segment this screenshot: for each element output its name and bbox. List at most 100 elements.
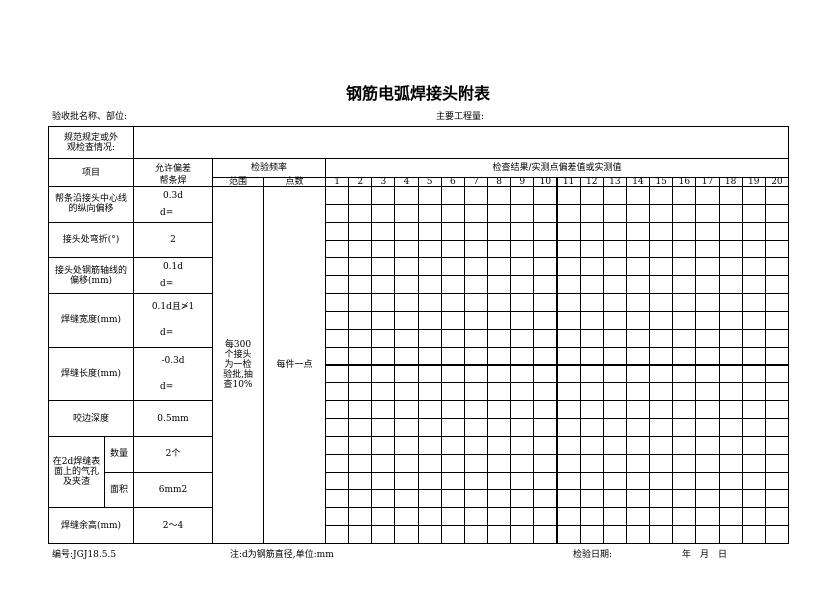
result-cell[interactable] <box>695 453 720 473</box>
result-cell[interactable] <box>695 507 720 527</box>
result-cell[interactable] <box>510 364 535 384</box>
result-cell[interactable] <box>764 507 789 527</box>
result-cell[interactable] <box>625 275 651 295</box>
result-cell[interactable] <box>417 453 442 473</box>
result-cell[interactable] <box>695 221 720 241</box>
result-cell[interactable] <box>602 203 627 223</box>
result-cell[interactable] <box>602 507 627 527</box>
result-cell[interactable] <box>695 186 720 205</box>
result-cell[interactable] <box>741 471 766 491</box>
result-cell[interactable] <box>394 489 419 509</box>
result-cell[interactable] <box>625 346 651 366</box>
result-cell[interactable] <box>764 435 789 455</box>
result-cell[interactable] <box>695 382 720 402</box>
result-cell[interactable] <box>348 471 373 491</box>
result-cell[interactable] <box>417 382 442 402</box>
result-cell[interactable] <box>371 293 396 312</box>
result-cell[interactable] <box>556 257 581 277</box>
result-cell[interactable] <box>325 239 350 259</box>
result-cell[interactable] <box>417 525 442 544</box>
result-cell[interactable] <box>579 435 604 455</box>
result-cell[interactable] <box>602 400 627 420</box>
result-cell[interactable] <box>741 364 766 384</box>
result-cell[interactable] <box>487 471 512 491</box>
result-cell[interactable] <box>764 453 789 473</box>
result-cell[interactable] <box>394 310 419 330</box>
result-cell[interactable] <box>440 257 465 277</box>
result-cell[interactable] <box>672 221 697 241</box>
result-cell[interactable] <box>556 471 581 491</box>
result-cell[interactable] <box>764 346 789 366</box>
result-cell[interactable] <box>741 221 766 241</box>
result-cell[interactable] <box>371 310 396 330</box>
result-cell[interactable] <box>695 489 720 509</box>
result-cell[interactable] <box>533 275 558 295</box>
result-cell[interactable] <box>672 525 697 544</box>
result-cell[interactable] <box>510 310 535 330</box>
result-cell[interactable] <box>325 525 350 544</box>
result-cell[interactable] <box>672 435 697 455</box>
result-cell[interactable] <box>718 525 743 544</box>
diameter-field[interactable]: d= <box>160 208 174 219</box>
result-cell[interactable] <box>602 275 627 295</box>
result-cell[interactable] <box>649 435 674 455</box>
result-cell[interactable] <box>741 507 766 527</box>
result-cell[interactable] <box>510 257 535 277</box>
result-cell[interactable] <box>463 382 489 402</box>
result-cell[interactable] <box>741 203 766 223</box>
result-cell[interactable] <box>579 346 604 366</box>
result-cell[interactable] <box>695 418 720 437</box>
result-cell[interactable] <box>649 382 674 402</box>
result-cell[interactable] <box>394 293 419 312</box>
result-cell[interactable] <box>417 471 442 491</box>
result-cell[interactable] <box>463 203 489 223</box>
result-cell[interactable] <box>718 489 743 509</box>
result-cell[interactable] <box>695 471 720 491</box>
result-cell[interactable] <box>348 382 373 402</box>
result-cell[interactable] <box>764 275 789 295</box>
result-cell[interactable] <box>579 186 604 205</box>
result-cell[interactable] <box>348 275 373 295</box>
result-cell[interactable] <box>718 453 743 473</box>
result-cell[interactable] <box>371 382 396 402</box>
result-cell[interactable] <box>371 257 396 277</box>
result-cell[interactable] <box>325 310 350 330</box>
result-cell[interactable] <box>533 507 558 527</box>
result-cell[interactable] <box>556 382 581 402</box>
result-cell[interactable] <box>394 382 419 402</box>
result-cell[interactable] <box>695 525 720 544</box>
result-cell[interactable] <box>672 471 697 491</box>
result-cell[interactable] <box>348 203 373 223</box>
result-cell[interactable] <box>649 453 674 473</box>
result-cell[interactable] <box>695 275 720 295</box>
result-cell[interactable] <box>533 489 558 509</box>
result-cell[interactable] <box>649 186 674 205</box>
result-cell[interactable] <box>510 525 535 544</box>
result-cell[interactable] <box>649 489 674 509</box>
result-cell[interactable] <box>487 507 512 527</box>
result-cell[interactable] <box>487 221 512 241</box>
result-cell[interactable] <box>463 418 489 437</box>
result-cell[interactable] <box>440 471 465 491</box>
result-cell[interactable] <box>741 435 766 455</box>
result-cell[interactable] <box>440 418 465 437</box>
result-cell[interactable] <box>625 453 651 473</box>
result-cell[interactable] <box>348 364 373 384</box>
diameter-field[interactable]: d= <box>160 382 174 393</box>
result-cell[interactable] <box>440 489 465 509</box>
result-cell[interactable] <box>348 186 373 205</box>
result-cell[interactable] <box>440 293 465 312</box>
result-cell[interactable] <box>487 435 512 455</box>
result-cell[interactable] <box>348 400 373 420</box>
result-cell[interactable] <box>718 275 743 295</box>
diameter-field[interactable]: d= <box>160 328 174 339</box>
result-cell[interactable] <box>672 489 697 509</box>
result-cell[interactable] <box>579 328 604 348</box>
result-cell[interactable] <box>348 239 373 259</box>
result-cell[interactable] <box>741 310 766 330</box>
result-cell[interactable] <box>579 507 604 527</box>
result-cell[interactable] <box>764 418 789 437</box>
result-cell[interactable] <box>463 186 489 205</box>
result-cell[interactable] <box>371 453 396 473</box>
result-cell[interactable] <box>394 507 419 527</box>
